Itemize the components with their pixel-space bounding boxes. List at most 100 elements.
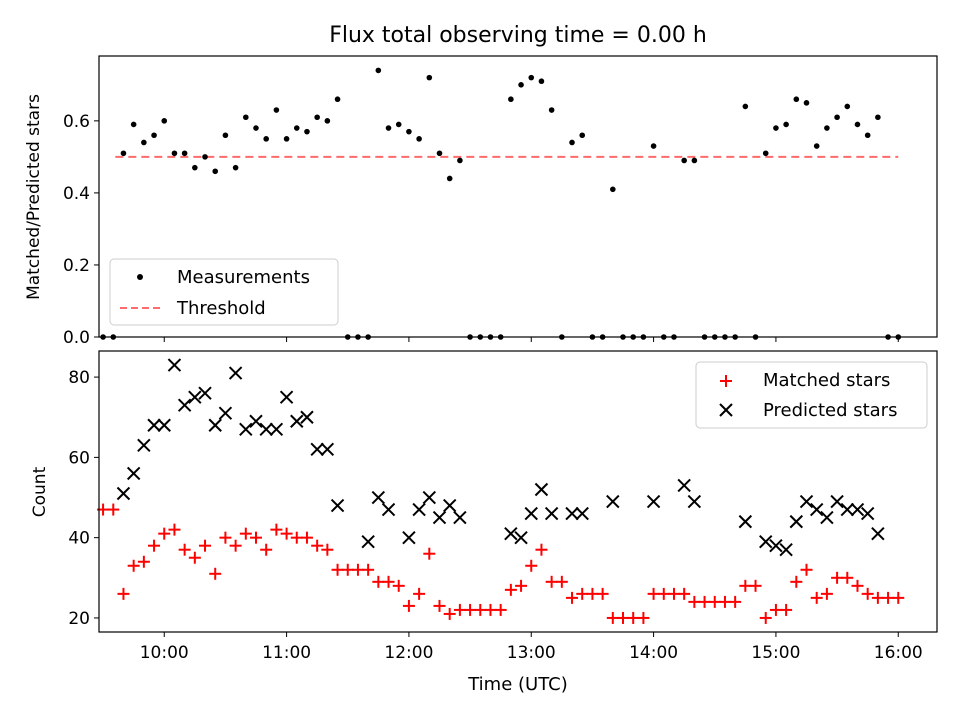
matched-star-point xyxy=(708,595,721,608)
matched-star-point xyxy=(229,539,242,552)
matched-star-point xyxy=(555,575,568,588)
matched-star-point xyxy=(209,567,222,580)
measurement-point xyxy=(528,74,535,81)
predicted-star-point xyxy=(300,410,314,424)
measurement-point xyxy=(385,125,392,131)
predicted-star-point xyxy=(371,490,386,505)
measurement-point xyxy=(875,114,881,121)
predicted-star-d2 xyxy=(677,478,691,493)
predicted-star-point xyxy=(504,526,518,541)
predicted-star-d2 xyxy=(871,526,885,541)
predicted-star-d2 xyxy=(330,498,345,513)
predicted-star-point xyxy=(840,502,854,517)
matched-star-point xyxy=(239,527,252,540)
measurement-point xyxy=(375,67,382,74)
matched-star-point xyxy=(790,575,803,588)
predicted-star-point xyxy=(534,482,549,497)
measurement-point xyxy=(610,186,616,193)
measurement-point xyxy=(742,103,749,110)
predicted-star-point xyxy=(157,418,171,432)
matched-star-point xyxy=(892,591,905,604)
predicted-star-d2 xyxy=(371,490,386,505)
measurement-point xyxy=(283,136,290,142)
predicted-star-d2 xyxy=(269,422,284,436)
matched-star-point xyxy=(158,527,171,540)
matched-star-point xyxy=(148,539,161,552)
matched-star-point xyxy=(504,583,517,596)
matched-star-point xyxy=(586,587,599,600)
bottom-y-tick-label: 20 xyxy=(68,609,90,629)
predicted-star-point xyxy=(565,506,579,521)
predicted-star-point xyxy=(860,506,875,521)
measurement-point xyxy=(864,132,871,139)
measurement-point xyxy=(538,78,545,85)
predicted-star-d2 xyxy=(157,418,171,432)
matched-star-point xyxy=(362,563,375,576)
predicted-star-d2 xyxy=(565,506,579,521)
measurement-point xyxy=(436,150,443,157)
predicted-star-point xyxy=(126,466,141,481)
predicted-star-d2 xyxy=(259,422,273,436)
predicted-star-point xyxy=(524,506,538,521)
top-legend-box xyxy=(109,258,339,326)
predicted-star-d2 xyxy=(534,482,549,497)
predicted-star-d2 xyxy=(524,506,538,521)
matched-star-point xyxy=(127,559,140,572)
matched-star-point xyxy=(576,587,589,600)
predicted-star-d2 xyxy=(453,510,467,525)
predicted-star-d2 xyxy=(228,366,243,380)
matched-star-point xyxy=(729,595,742,608)
measurement-point xyxy=(691,157,698,164)
predicted-star-d2 xyxy=(422,490,437,505)
predicted-star-point xyxy=(310,442,324,457)
measurement-point xyxy=(518,82,524,88)
top-x-ticks xyxy=(163,337,899,342)
matched-star-point xyxy=(739,579,752,592)
measurement-point xyxy=(151,132,157,139)
matched-star-point xyxy=(851,579,864,592)
measurement-point xyxy=(130,121,137,128)
matched-star-point xyxy=(515,579,528,592)
matched-star-point xyxy=(667,587,680,600)
top-y-axis-label: Matched/Predicted stars xyxy=(24,94,44,300)
matched-star-point xyxy=(474,603,487,616)
predicted-star-d2 xyxy=(738,514,753,529)
matched-star-point xyxy=(871,591,884,604)
matched-star-point xyxy=(249,531,262,544)
predicted-star-point xyxy=(432,510,447,525)
matched-star-point xyxy=(137,555,150,568)
measurement-point xyxy=(548,107,555,113)
predicted-star-point xyxy=(809,502,824,517)
matched-star-point xyxy=(718,595,731,608)
predicted-star-d2 xyxy=(575,506,589,521)
matched-star-point xyxy=(270,523,283,536)
predicted-star-d2 xyxy=(442,498,457,513)
top-plot: 0.0 0.2 0.4 0.6 Matched/Predicted stars Mea… xyxy=(24,55,938,348)
predicted-star-point xyxy=(606,494,620,509)
matched-star-point xyxy=(831,571,844,584)
bottom-y-axis-label: Count xyxy=(30,466,50,517)
bottom-y-tick-label: 60 xyxy=(68,448,90,468)
measurement-point xyxy=(202,154,208,160)
chart-title: Flux total observing time = 0.00 h xyxy=(329,23,707,48)
measurement-point xyxy=(243,114,249,121)
matched-star-point xyxy=(525,559,538,572)
matched-star-point xyxy=(260,543,273,556)
predicted-star-d2 xyxy=(198,386,212,400)
predicted-star-d2 xyxy=(412,502,426,517)
measurement-point xyxy=(406,128,412,135)
predicted-star-point xyxy=(167,358,182,372)
matched-star-point xyxy=(596,587,609,600)
measurement-point xyxy=(508,96,514,103)
measurement-point xyxy=(222,132,229,139)
predicted-star-point xyxy=(208,418,222,432)
matched-star-point xyxy=(433,599,446,612)
bottom-x-tick-label: 11:00 xyxy=(262,643,311,663)
predicted-star-point xyxy=(279,390,294,404)
top-y-tick-label: 0.6 xyxy=(63,112,90,132)
predicted-star-point xyxy=(361,534,375,549)
matched-star-point xyxy=(392,579,405,592)
predicted-star-point xyxy=(871,526,885,541)
measurement-point xyxy=(395,121,402,128)
